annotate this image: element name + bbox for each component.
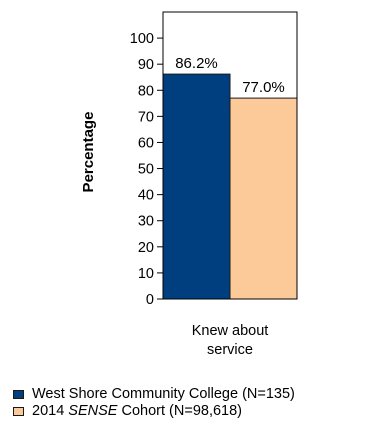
plot-border: [162, 11, 298, 300]
y-axis-label: Percentage: [80, 112, 97, 193]
y-tick-label-90: 90: [138, 57, 154, 73]
legend-label-prefix: 2014: [32, 403, 69, 419]
y-tick-label-40: 40: [138, 188, 154, 204]
category-label-line-2: service: [207, 342, 253, 358]
data-label-series-1: 86.2%: [175, 55, 218, 72]
y-tick-label-0: 0: [146, 292, 154, 308]
category-label-line-1: Knew about: [191, 323, 269, 339]
bars: [162, 11, 298, 300]
y-tick-label-50: 50: [138, 162, 154, 178]
y-tick-label-20: 20: [138, 240, 154, 256]
y-tick-label-80: 80: [138, 83, 154, 99]
legend-label-sense-cohort: 2014 SENSE Cohort (N=98,618): [32, 403, 242, 420]
legend-swatch-sense-cohort: [13, 407, 24, 416]
legend-label-west-shore: West Shore Community College (N=135): [32, 386, 295, 402]
y-tick-label-10: 10: [138, 266, 154, 282]
legend-item-west-shore: West Shore Community College (N=135): [13, 386, 295, 403]
bar-series-2: [229, 97, 298, 300]
category-label: Knew about service: [163, 322, 297, 360]
legend-swatch-west-shore: [13, 390, 24, 399]
y-tick-label-70: 70: [138, 109, 154, 125]
data-labels: 86.2% 77.0%: [175, 55, 285, 96]
data-label-series-2: 77.0%: [242, 79, 285, 96]
bar-chart: 0 10 20 30 40 50 60 70 80 90 100 86.2% 77.0% Percen…: [80, 11, 298, 308]
legend-label-suffix: Cohort (N=98,618): [117, 403, 242, 419]
y-tick-label-100: 100: [130, 31, 154, 47]
legend-label-italic: SENSE: [68, 403, 118, 419]
legend: West Shore Community College (N=135) 201…: [13, 386, 295, 420]
y-tick-label-30: 30: [138, 214, 154, 230]
legend-item-sense-cohort: 2014 SENSE Cohort (N=98,618): [13, 403, 295, 420]
y-tick-label-60: 60: [138, 135, 154, 151]
bar-series-1: [162, 73, 231, 300]
